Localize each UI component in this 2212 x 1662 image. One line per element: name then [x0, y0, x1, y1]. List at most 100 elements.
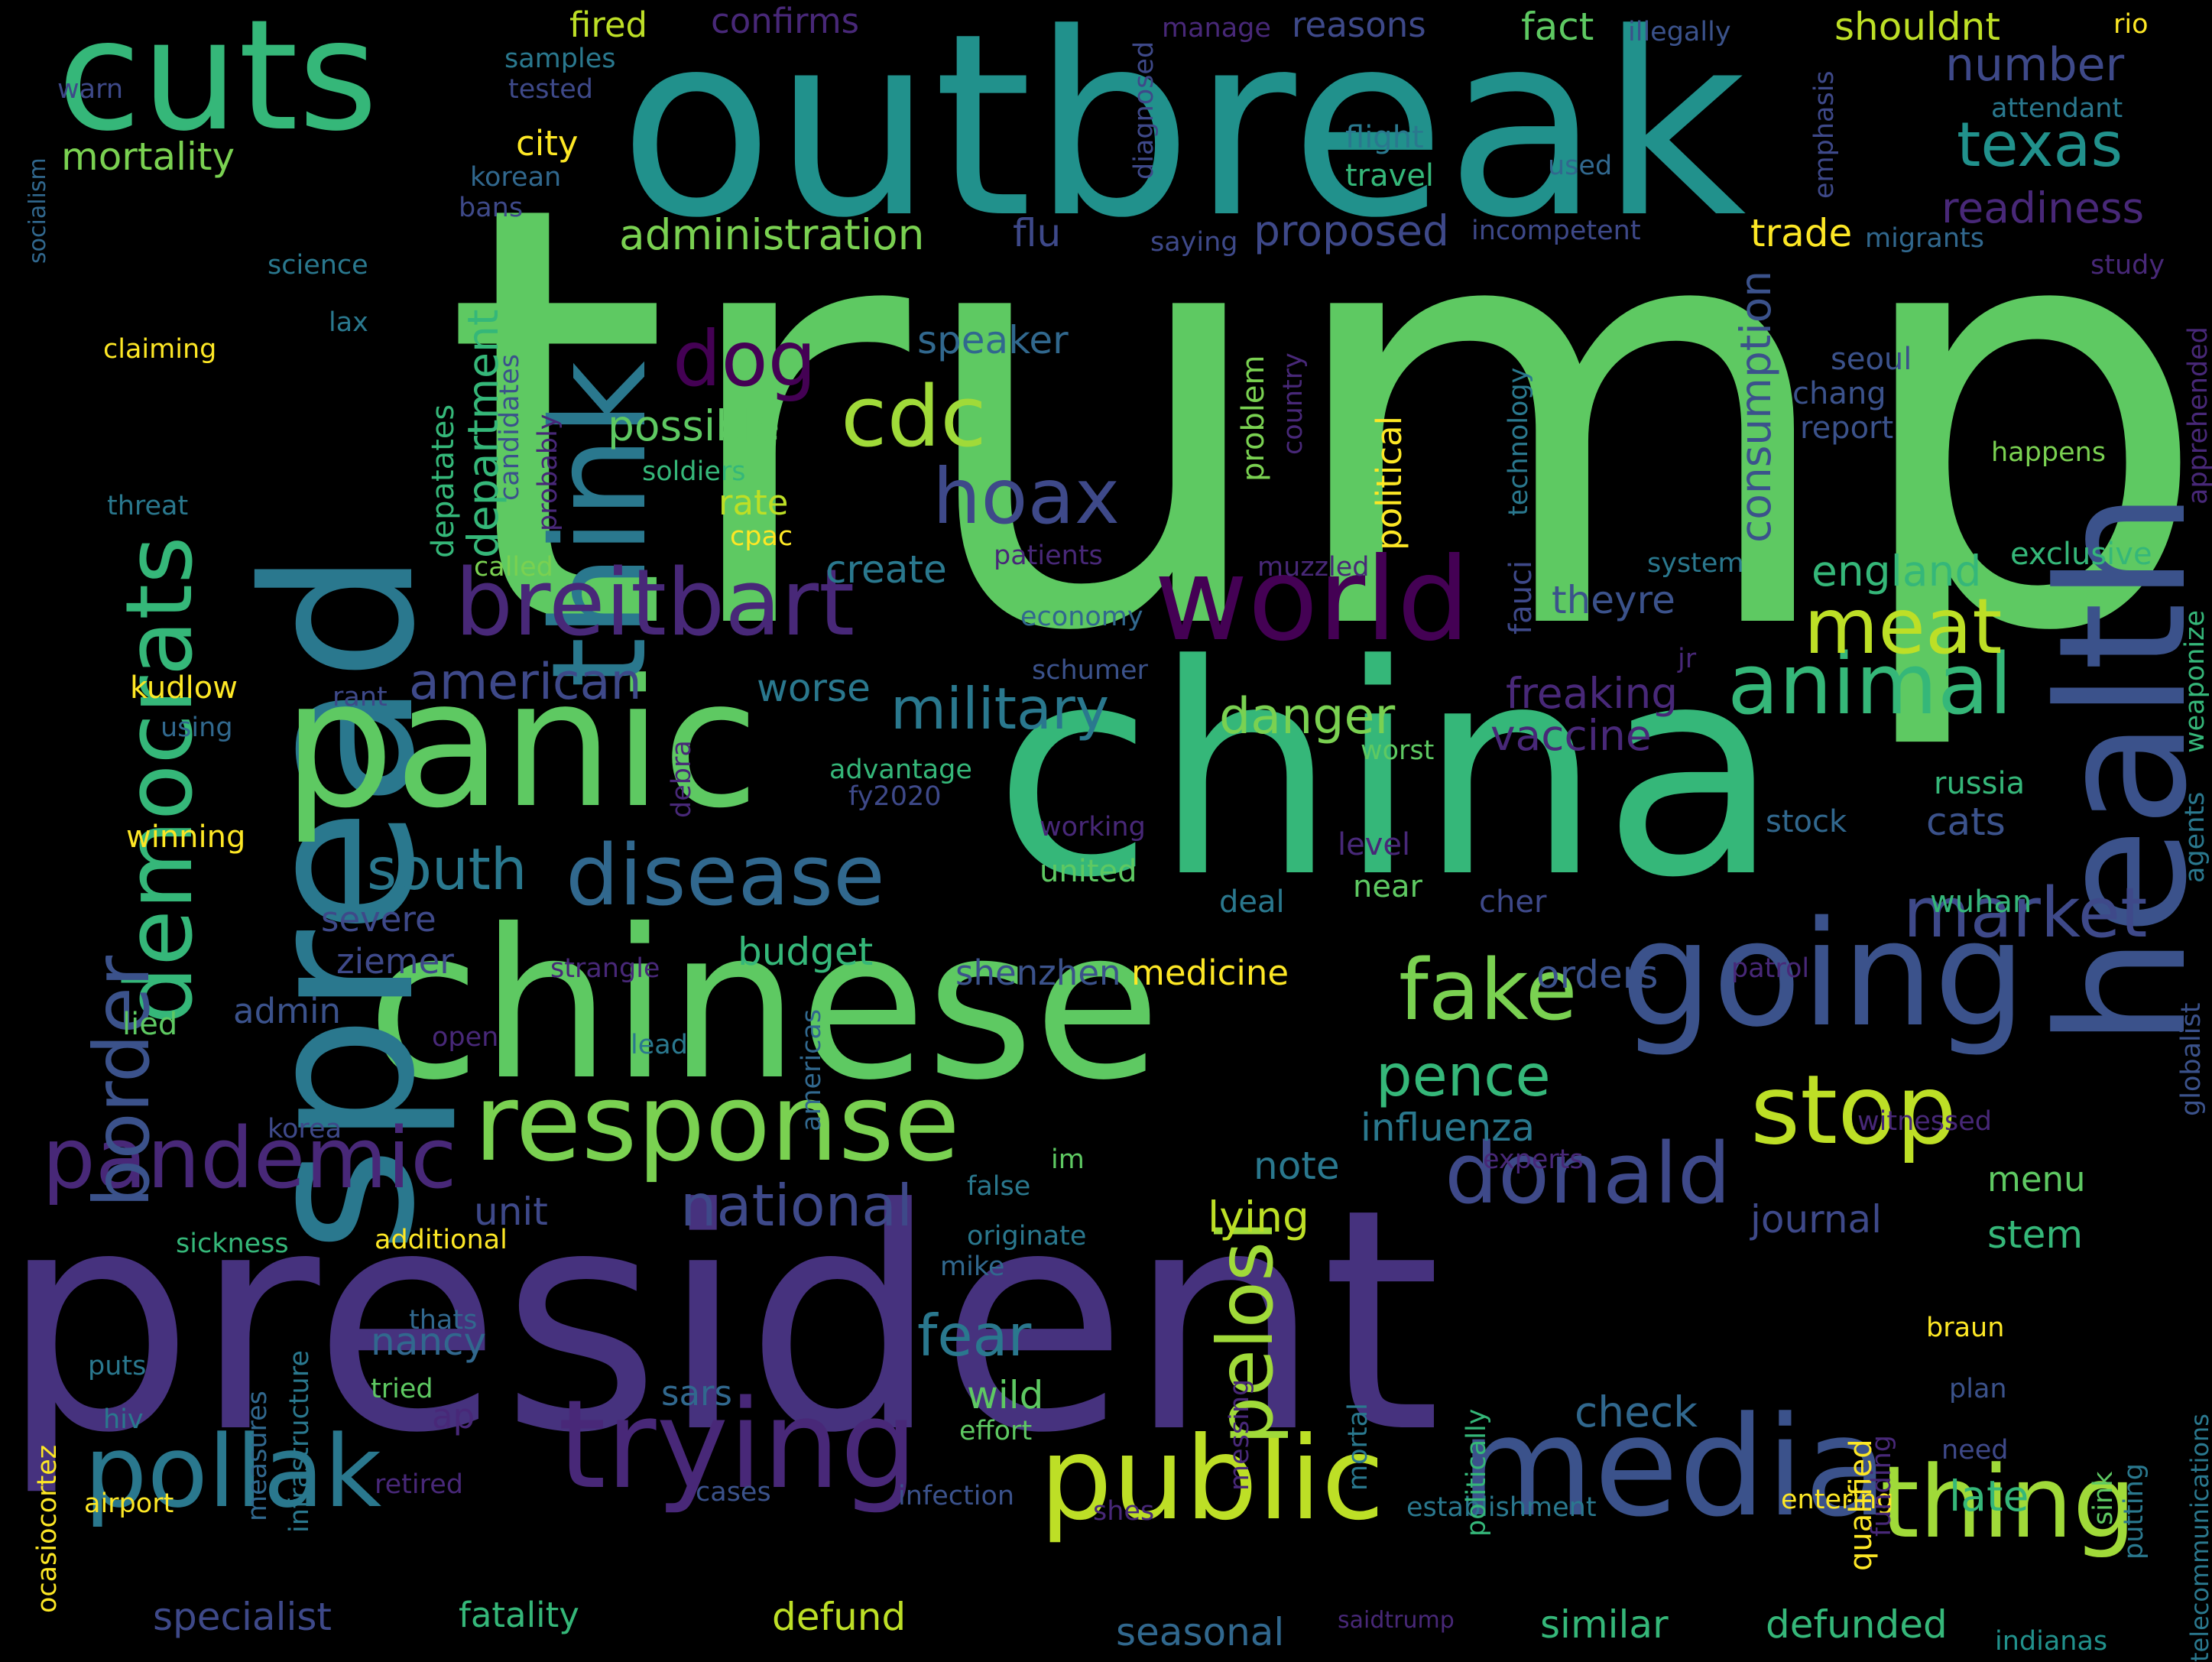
word-menu: menu	[1987, 1159, 2086, 1199]
word-national: national	[680, 1172, 913, 1239]
word-chinese: chinese	[367, 885, 1161, 1125]
word-depatates: depatates	[426, 404, 461, 558]
word-flu: flu	[1013, 211, 1062, 255]
word-mortality: mortality	[61, 135, 235, 179]
word-democrats: democrats	[107, 536, 213, 1024]
word-confirms: confirms	[711, 1, 860, 41]
word-debra: debra	[667, 740, 697, 818]
word-cpac: cpac	[730, 521, 793, 552]
word-threat: threat	[107, 491, 189, 521]
word-fired: fired	[569, 5, 648, 45]
word-messing: messing	[1224, 1378, 1255, 1491]
word-ocasiocortez: ocasiocortez	[32, 1444, 63, 1613]
word-strangle: strangle	[550, 953, 660, 984]
word-military: military	[890, 675, 1110, 742]
word-illegally: illegally	[1628, 17, 1731, 47]
word-patrol: patrol	[1731, 953, 1810, 984]
word-journal: journal	[1750, 1197, 1883, 1242]
word-lying: lying	[1208, 1193, 1309, 1242]
word-agents: agents	[2180, 791, 2210, 883]
word-rate: rate	[718, 482, 789, 523]
word-soldiers: soldiers	[642, 456, 746, 487]
word-deal: deal	[1219, 885, 1285, 920]
word-influenza: influenza	[1361, 1105, 1536, 1150]
word-shouldnt: shouldnt	[1834, 5, 2000, 49]
word-globalist: globalist	[2176, 1002, 2207, 1116]
word-defund: defund	[772, 1595, 907, 1639]
word-breitbart: breitbart	[455, 550, 855, 657]
word-samples: samples	[504, 44, 616, 74]
word-number: number	[1945, 38, 2125, 92]
word-outbreak: outbreak	[619, 0, 1747, 273]
word-american: american	[409, 654, 642, 711]
word-trade: trade	[1750, 211, 1853, 255]
word-budget: budget	[738, 930, 874, 974]
word-possible: possible	[608, 401, 780, 450]
word-mortal: mortal	[1343, 1403, 1374, 1491]
word-fact: fact	[1521, 5, 1594, 49]
word-experts: experts	[1483, 1144, 1584, 1175]
word-apprehended: apprehended	[2183, 326, 2212, 505]
word-political: political	[1369, 415, 1409, 550]
word-fatality: fatality	[459, 1595, 579, 1635]
word-stop: stop	[1750, 1055, 1957, 1166]
word-manage: manage	[1162, 13, 1271, 44]
word-admin: admin	[233, 991, 341, 1031]
word-politically: politically	[1461, 1408, 1492, 1537]
word-patients: patients	[994, 540, 1103, 571]
word-late: late	[1949, 1472, 2029, 1521]
word-sars: sars	[661, 1373, 732, 1414]
word-funding: funding	[1867, 1434, 1897, 1537]
word-reasons: reasons	[1292, 5, 1426, 45]
word-city: city	[516, 123, 579, 164]
word-border: border	[77, 955, 167, 1208]
word-stock: stock	[1766, 804, 1847, 839]
word-probably: probably	[533, 414, 563, 531]
word-advantage: advantage	[829, 755, 972, 785]
word-puts: puts	[88, 1351, 147, 1381]
word-ap: ap	[432, 1396, 475, 1436]
word-worse: worse	[757, 666, 871, 710]
word-specialist: specialist	[153, 1595, 332, 1639]
word-candidates: candidates	[495, 354, 525, 501]
word-ziemer: ziemer	[336, 941, 454, 982]
word-vaccine: vaccine	[1490, 711, 1652, 760]
word-report: report	[1800, 411, 1894, 446]
word-country: country	[1278, 352, 1309, 455]
word-cases: cases	[696, 1477, 771, 1508]
word-shenzhen: shenzhen	[955, 953, 1121, 993]
word-jr: jr	[1678, 644, 1697, 674]
word-rio: rio	[2113, 9, 2149, 40]
word-need: need	[1941, 1435, 2009, 1466]
word-readiness: readiness	[1941, 183, 2145, 232]
word-fy2020: fy2020	[848, 781, 942, 812]
word-effort: effort	[959, 1416, 1033, 1446]
word-seasonal: seasonal	[1116, 1610, 1285, 1654]
word-warn: warn	[57, 74, 124, 105]
word-level: level	[1338, 827, 1411, 862]
word-shes: shes	[1093, 1496, 1155, 1527]
word-wild: wild	[967, 1373, 1044, 1417]
word-health: health	[2022, 490, 2212, 1047]
word-public: public	[1040, 1413, 1385, 1546]
word-china: china	[994, 602, 1781, 941]
word-trying: trying	[558, 1373, 918, 1516]
word-indianas: indianas	[1995, 1626, 2108, 1657]
word-proposed: proposed	[1254, 206, 1449, 255]
word-false: false	[967, 1171, 1031, 1202]
word-thats: thats	[409, 1305, 478, 1336]
word-additional: additional	[375, 1225, 508, 1255]
word-donald: donald	[1445, 1125, 1731, 1222]
word-travel: travel	[1345, 158, 1435, 193]
word-meat: meat	[1804, 582, 2003, 671]
word-migrants: migrants	[1865, 223, 1985, 254]
word-cats: cats	[1926, 800, 2006, 844]
word-england: england	[1811, 547, 1982, 596]
word-kudlow: kudlow	[130, 670, 238, 706]
word-rant: rant	[332, 682, 388, 713]
word-im: im	[1051, 1144, 1085, 1175]
word-socialism: socialism	[24, 157, 51, 264]
word-mike: mike	[940, 1251, 1005, 1282]
word-chang: chang	[1792, 376, 1886, 411]
word-russia: russia	[1934, 766, 2026, 801]
